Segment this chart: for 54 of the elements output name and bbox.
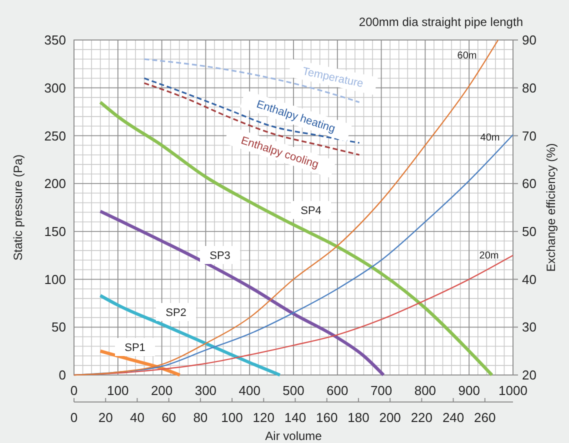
y-tick-label: 150 (44, 224, 66, 239)
x-axis-title: Air volume (265, 429, 322, 443)
x-tick-label: 1000 (498, 383, 528, 398)
y-tick-label: 300 (44, 80, 66, 96)
y2-tick-label: 20 (522, 368, 536, 383)
x2-tick-label: 120 (252, 410, 274, 425)
x-tick-label: 600 (326, 383, 348, 398)
y-tick-label: 50 (52, 320, 66, 335)
x-tick-label: 300 (194, 383, 217, 398)
y-tick-label: 0 (58, 368, 66, 383)
x-tick-label: 900 (458, 383, 480, 398)
x-tick-label: 100 (107, 383, 129, 398)
series-label: 60m (457, 50, 477, 62)
y-tick-label: 350 (44, 32, 66, 48)
x2-tick-label: 40 (130, 410, 144, 425)
y2-tick-label: 50 (522, 224, 536, 239)
y2-tick-label: 70 (522, 128, 536, 144)
x2-tick-label: 260 (474, 410, 496, 425)
x2-tick-label: 80 (193, 410, 208, 425)
chart-title: 200mm dia straight pipe length (358, 15, 523, 29)
x2-tick-label: 240 (442, 410, 464, 425)
series-label: 40m (480, 132, 500, 144)
y-tick-label: 200 (44, 176, 66, 192)
y-tick-label: 250 (44, 128, 66, 144)
x2-tick-label: 200 (379, 410, 401, 425)
series-label: SP3 (210, 250, 230, 262)
x-tick-label: 800 (414, 383, 436, 398)
x2-tick-label: 100 (221, 410, 243, 425)
line-series (73, 39, 499, 376)
x2-tick-label: 60 (162, 410, 176, 425)
y2-tick-label: 60 (522, 176, 536, 192)
x-tick-label: 200 (150, 383, 173, 398)
y2-tick-label: 40 (522, 272, 536, 287)
y2-axis-title: Exchange efficiency (%) (544, 143, 558, 272)
series-label: SP4 (300, 204, 322, 217)
y2-tick-label: 90 (522, 32, 536, 48)
x2-tick-label: 140 (284, 410, 306, 425)
x2-tick-label: 160 (316, 410, 338, 425)
series-label: SP1 (124, 342, 146, 354)
x2-tick-label: 0 (70, 410, 78, 425)
x-tick-label: 700 (370, 383, 392, 398)
y-axis-title: Static pressure (Pa) (11, 154, 25, 261)
x2-tick-label: 180 (348, 410, 370, 425)
series-label: SP2 (166, 306, 186, 319)
y2-tick-label: 30 (522, 320, 536, 335)
x2-tick-label: 20 (98, 410, 113, 425)
y-tick-label: 100 (44, 272, 66, 287)
x2-tick-label: 220 (410, 410, 433, 425)
x-tick-label: 400 (238, 383, 260, 398)
line-series (98, 294, 282, 377)
x-tick-label: 0 (70, 383, 78, 398)
series-label: 20m (479, 250, 499, 262)
x-tick-label: 500 (282, 383, 304, 398)
y2-tick-label: 80 (522, 80, 536, 96)
